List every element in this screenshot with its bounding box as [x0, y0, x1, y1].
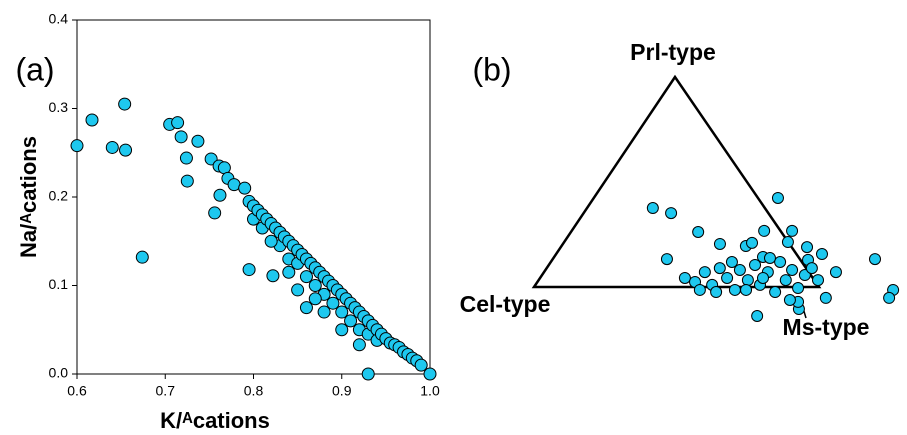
ternary-triangle [531, 74, 822, 289]
ternary-point [763, 252, 776, 265]
scatter-point [135, 250, 149, 264]
ternary-point [713, 237, 726, 250]
ternary-point [771, 191, 784, 204]
scatter-point [242, 263, 256, 277]
scatter-point [282, 265, 296, 279]
scatter-point [208, 206, 222, 220]
panel-label: (b) [472, 51, 511, 87]
ternary-point [746, 236, 759, 249]
ternary-point [678, 271, 691, 284]
scatter-point [414, 358, 428, 372]
scatter-point [335, 323, 349, 337]
scatter-point [191, 134, 205, 148]
ternary-point [769, 286, 782, 299]
scatter-point [352, 338, 366, 352]
ternary-point [819, 291, 832, 304]
scatter-point [308, 279, 322, 292]
scatter-point [105, 140, 119, 154]
scatter-point [344, 314, 358, 328]
ternary-point [721, 271, 734, 284]
ternary-point [692, 225, 705, 238]
ternary-point [646, 202, 659, 215]
ternary-point [786, 224, 799, 237]
ternary-point [781, 236, 794, 249]
ternary-point [812, 274, 825, 287]
ternary-point [801, 241, 814, 254]
ternary-point [693, 283, 706, 296]
ternary-point [756, 271, 769, 284]
x-axis-label: K/ᴬcations [160, 408, 270, 433]
y-tick-label: 0.0 [49, 365, 69, 381]
scatter-point [238, 181, 252, 195]
scatter-point [180, 174, 194, 188]
ternary-point [829, 266, 842, 279]
scatter-point [326, 296, 340, 310]
scatter-point [291, 283, 305, 297]
scatter-point [264, 234, 278, 248]
scatter-point [423, 367, 437, 381]
scatter-point [119, 143, 133, 157]
scatter-point [299, 301, 313, 315]
scatter-point [308, 292, 322, 306]
ternary-point [749, 258, 762, 271]
scatter-point [299, 270, 313, 284]
ternary-point [883, 291, 896, 304]
y-tick-label: 0.3 [49, 99, 69, 115]
ternary-point [665, 207, 678, 220]
scatter-point [70, 139, 84, 153]
y-tick-label: 0.2 [49, 188, 69, 204]
ternary-point [774, 256, 787, 269]
ternary-point [869, 253, 882, 266]
ternary-point [728, 283, 741, 296]
x-tick-label: 0.8 [244, 383, 264, 399]
x-tick-label: 0.7 [156, 383, 176, 399]
scatter-point [85, 113, 99, 127]
ternary-point [792, 282, 805, 295]
x-tick-label: 1.0 [420, 383, 440, 399]
ternary-point [786, 263, 799, 276]
scatter-point [317, 305, 331, 319]
x-tick-label: 0.6 [67, 383, 87, 399]
scatter-point [266, 269, 280, 283]
ternary-point [740, 283, 753, 296]
ternary-point [733, 263, 746, 276]
panel-label: (a) [15, 51, 54, 87]
vertex-label: Prl-type [630, 39, 716, 65]
ternary-point [660, 253, 673, 266]
ternary-point [710, 286, 723, 299]
ternary-point [805, 262, 818, 275]
x-tick-label: 0.9 [332, 383, 352, 399]
scatter-point [335, 305, 349, 319]
ternary-point [751, 309, 764, 322]
vertex-label: Cel-type [460, 291, 551, 317]
ternary-point [815, 248, 828, 261]
scatter-point [361, 367, 375, 381]
ternary-point [758, 224, 771, 237]
vertex-label: Ms-type [783, 314, 870, 340]
ternary-point [779, 274, 792, 287]
ternary-point [741, 274, 754, 287]
scatter-point [179, 151, 193, 165]
ternary-point [783, 294, 796, 307]
scatter-point [118, 97, 132, 111]
scatter-point [174, 130, 188, 144]
ternary-point [713, 262, 726, 275]
ternary-point [698, 266, 711, 279]
y-tick-label: 0.1 [49, 276, 69, 292]
scatter-point [213, 188, 227, 202]
y-axis-label: Na/ᴬcations [16, 136, 41, 258]
y-tick-label: 0.4 [49, 11, 69, 27]
ternary-point [725, 256, 738, 269]
scatter-point [171, 116, 185, 130]
